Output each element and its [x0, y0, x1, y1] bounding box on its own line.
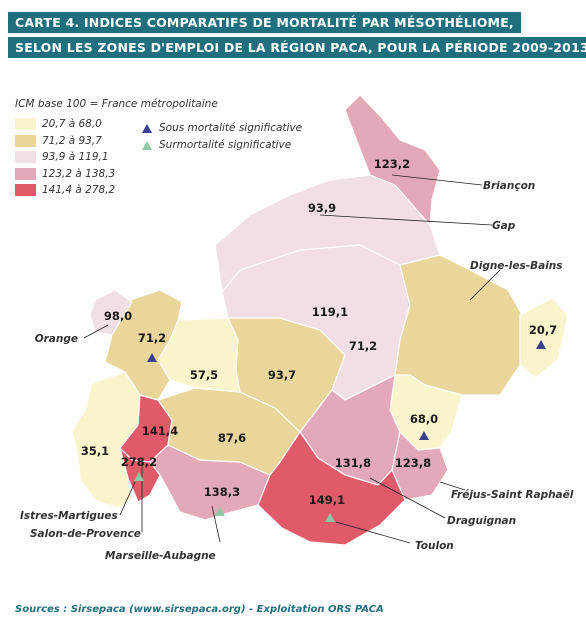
legend-swatch [15, 167, 36, 180]
zone-value-label: 141,4 [142, 424, 178, 438]
legend-label: 93,9 à 119,1 [42, 151, 109, 164]
zone-value-label: 138,3 [204, 485, 240, 499]
zone-avignon[interactable] [104, 289, 183, 401]
zone-value-label: 278,2 [121, 455, 157, 469]
legend-symbol-label: Surmortalité significative [159, 139, 292, 151]
zone-value-label: 87,6 [218, 431, 246, 445]
legend-swatch [15, 151, 36, 164]
zone-nice-east[interactable] [519, 297, 569, 379]
surmortalite-marker [215, 507, 225, 516]
zone-value-label: 123,8 [395, 456, 431, 470]
zone-orange[interactable] [89, 289, 133, 336]
sous-mortalite-marker [147, 353, 157, 362]
zone-toulon[interactable] [257, 431, 406, 546]
surmortalite-marker [325, 513, 335, 522]
place-name-label: Gap [492, 220, 516, 232]
place-name-label: Marseille-Aubagne [105, 550, 216, 562]
zone-value-label: 68,0 [410, 412, 438, 426]
place-name-label: Digne-les-Bains [470, 260, 563, 272]
legend-class-4: 123,2 à 138,3 [15, 166, 218, 183]
zone-value-label: 93,9 [308, 201, 336, 215]
zone-gap[interactable] [214, 174, 441, 293]
triangle-up-icon [142, 123, 152, 133]
legend-label: 20,7 à 68,0 [42, 118, 102, 131]
place-name-label: Briançon [483, 180, 535, 192]
zone-value-label: 119,1 [312, 305, 348, 319]
sous-mortalite-marker [536, 340, 546, 349]
legend-symbol-sur: Surmortalité significative [142, 139, 291, 151]
legend-label: 141,4 à 278,2 [42, 184, 116, 197]
zone-value-label: 131,8 [335, 456, 371, 470]
legend-class-3: 93,9 à 119,1 [15, 149, 218, 166]
place-name-label: Draguignan [447, 515, 516, 527]
place-name-label: Istres-Martigues [20, 510, 118, 522]
place-name-label: Fréjus-Saint Raphaël [451, 489, 574, 501]
place-name-label: Salon-de-Provence [30, 528, 141, 540]
zone-value-label: 93,7 [268, 368, 296, 382]
zone-value-label: 20,7 [529, 323, 557, 337]
zone-east-mountains[interactable] [394, 254, 526, 396]
legend-label: 123,2 à 138,3 [42, 167, 116, 180]
sous-mortalite-marker [419, 431, 429, 440]
surmortalite-marker [134, 472, 144, 481]
source-note: Sources : Sirsepaca (www.sirsepaca.org) … [15, 604, 384, 615]
map-legend: ICM base 100 = France métropolitaine 20,… [15, 98, 218, 199]
legend-title: ICM base 100 = France métropolitaine [15, 98, 218, 110]
legend-class-2: 71,2 à 93,7 [15, 133, 218, 150]
legend-label: 71,2 à 93,7 [42, 134, 102, 147]
zone-value-label: 98,0 [104, 309, 132, 323]
zone-value-label: 123,2 [374, 157, 410, 171]
place-name-label: Orange [35, 333, 78, 345]
zone-value-label: 71,2 [349, 339, 377, 353]
zone-briancon[interactable] [344, 94, 441, 226]
legend-symbol-label: Sous mortalité significative [159, 122, 303, 134]
legend-swatch [15, 118, 36, 131]
zone-value-label: 35,1 [81, 444, 109, 458]
legend-symbol-sous: Sous mortalité significative [142, 122, 302, 134]
legend-swatch [15, 134, 36, 147]
map-title-line-1: CARTE 4. INDICES COMPARATIFS DE MORTALIT… [8, 12, 521, 33]
zone-value-label: 57,5 [190, 368, 218, 382]
legend-class-1: 20,7 à 68,0 [15, 116, 218, 133]
zone-value-label: 149,1 [309, 493, 345, 507]
legend-swatch [15, 184, 36, 197]
legend-class-5: 141,4 à 278,2 [15, 182, 218, 199]
place-name-label: Toulon [415, 540, 454, 552]
map-title-line-2: SELON LES ZONES D'EMPLOI DE LA RÉGION PA… [8, 37, 586, 58]
zone-value-label: 71,2 [138, 331, 166, 345]
triangle-up-icon [142, 140, 152, 150]
